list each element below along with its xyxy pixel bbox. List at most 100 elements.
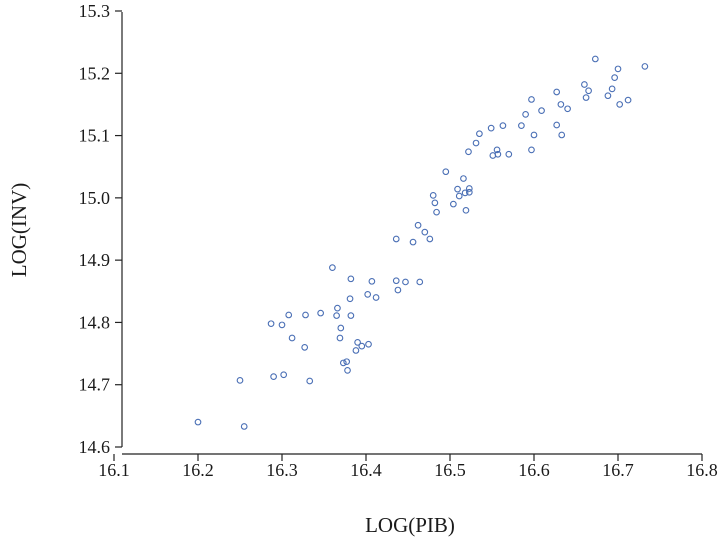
data-point	[604, 92, 612, 100]
data-point	[288, 334, 296, 342]
ticks: 16.1 16.2 16.3 16.4 16.5 16.6 16.7 16.8 14.6 14.7…	[79, 1, 718, 480]
data-point	[333, 312, 340, 319]
data-point	[472, 139, 480, 147]
data-point	[450, 200, 457, 208]
data-point	[429, 192, 437, 199]
data-point	[582, 94, 590, 101]
data-point	[337, 324, 345, 332]
data-point	[416, 278, 424, 286]
y-tick-label: 15.3	[79, 1, 111, 21]
data-point	[267, 320, 275, 328]
data-point	[285, 311, 293, 319]
data-point	[462, 206, 470, 214]
data-point	[454, 185, 461, 193]
y-axis-title: LOG(INV)	[7, 183, 31, 277]
data-point	[528, 146, 535, 154]
data-point	[426, 235, 434, 243]
y-tick-label: 14.9	[79, 250, 111, 270]
x-tick-label: 16.4	[350, 460, 382, 480]
data-point	[339, 359, 347, 367]
data-point	[581, 81, 588, 88]
data-point	[240, 423, 248, 430]
y-tick-label: 14.8	[79, 312, 111, 332]
y-tick-label: 15.2	[79, 63, 111, 83]
data-point	[585, 87, 592, 95]
data-point	[538, 107, 545, 115]
data-point	[487, 124, 495, 132]
data-point	[493, 146, 501, 154]
data-point	[365, 340, 372, 348]
y-tick-label: 15.0	[79, 188, 111, 208]
x-tick-label: 16.5	[434, 460, 466, 480]
y-tick-label: 14.6	[79, 437, 111, 457]
data-point	[317, 309, 324, 317]
data-point	[460, 175, 467, 182]
data-point	[455, 192, 463, 200]
data-point	[528, 96, 535, 103]
x-tick-label: 16.2	[182, 460, 214, 480]
x-tick-label: 16.7	[602, 460, 634, 480]
data-point	[278, 321, 286, 329]
data-point	[608, 85, 616, 93]
data-point	[431, 199, 439, 207]
x-tick-label: 16.3	[266, 460, 298, 480]
data-point	[414, 221, 422, 229]
data-point	[343, 358, 351, 366]
data-point	[591, 55, 599, 63]
data-point	[280, 371, 288, 379]
data-point	[344, 367, 351, 374]
data-point	[392, 235, 400, 243]
data-point	[433, 208, 440, 216]
data-points	[194, 55, 649, 430]
data-point	[461, 189, 469, 197]
data-point	[465, 185, 473, 192]
data-point	[465, 148, 472, 156]
data-point	[442, 168, 450, 176]
data-point	[499, 122, 507, 129]
data-point	[236, 377, 244, 384]
data-point	[358, 342, 366, 350]
data-point	[347, 275, 355, 283]
data-point	[194, 418, 202, 426]
data-point	[306, 377, 314, 385]
x-tick-label: 16.6	[518, 460, 550, 480]
data-point	[394, 286, 402, 294]
data-point	[368, 277, 376, 285]
data-point	[476, 130, 483, 138]
data-point	[518, 122, 525, 129]
data-point	[302, 311, 309, 319]
data-point	[270, 373, 277, 380]
data-point	[465, 188, 473, 196]
data-point	[505, 150, 513, 158]
data-point	[564, 105, 571, 113]
data-point	[346, 295, 354, 303]
data-point	[553, 121, 561, 129]
data-point	[372, 294, 380, 301]
data-point	[558, 131, 566, 139]
data-point	[553, 88, 561, 96]
data-point	[409, 238, 417, 246]
data-point	[614, 65, 622, 73]
data-point	[354, 339, 361, 346]
data-point	[530, 131, 538, 139]
data-point	[347, 312, 355, 319]
x-tick-label: 16.8	[686, 460, 718, 480]
data-point	[392, 277, 400, 285]
axes	[121, 12, 702, 455]
data-point	[624, 96, 632, 104]
x-axis-title: LOG(PIB)	[365, 513, 455, 537]
data-point	[616, 101, 624, 108]
y-tick-label: 14.7	[79, 375, 111, 395]
data-point	[336, 334, 344, 342]
data-point	[421, 228, 429, 236]
y-tick-label: 15.1	[79, 126, 111, 146]
data-point	[364, 291, 372, 298]
data-point	[301, 343, 309, 351]
data-point	[522, 111, 529, 118]
data-point	[557, 101, 565, 108]
data-point	[494, 150, 502, 158]
x-tick-label: 16.1	[98, 460, 130, 480]
data-point	[641, 63, 649, 70]
data-point	[611, 74, 618, 81]
